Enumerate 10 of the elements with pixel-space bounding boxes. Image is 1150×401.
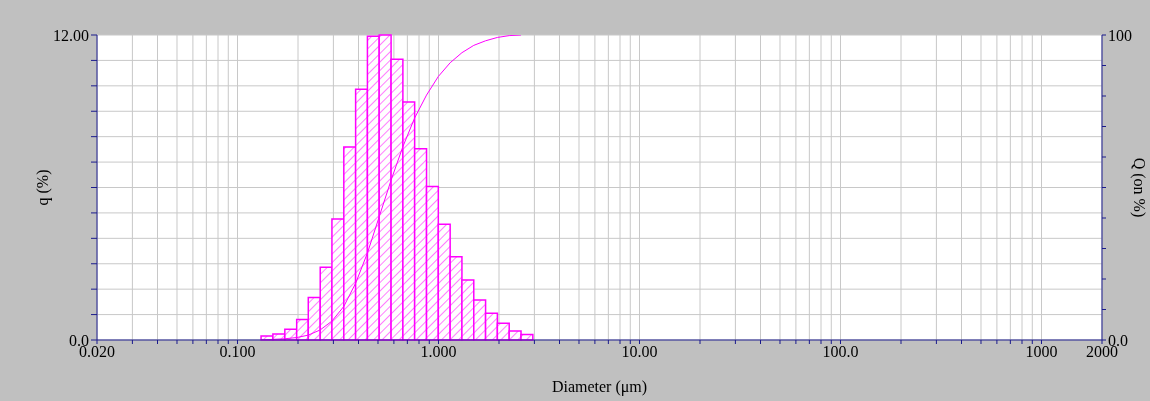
y-axis-title: q (%) (33, 169, 52, 206)
y2-tick-label: 100 (1108, 26, 1132, 44)
x-axis-title: Diameter (μm) (551, 378, 648, 396)
x-tick-label: 10.00 (621, 343, 658, 361)
x-tick-label: 1000 (1025, 343, 1058, 361)
y2-axis-title: Q (on %) (1130, 157, 1149, 218)
x-tick-label: 0.100 (219, 343, 256, 361)
y-tick-label: 12.00 (53, 26, 89, 44)
x-tick-label: 100.0 (822, 343, 859, 361)
x-tick-label: 1.000 (420, 343, 457, 361)
